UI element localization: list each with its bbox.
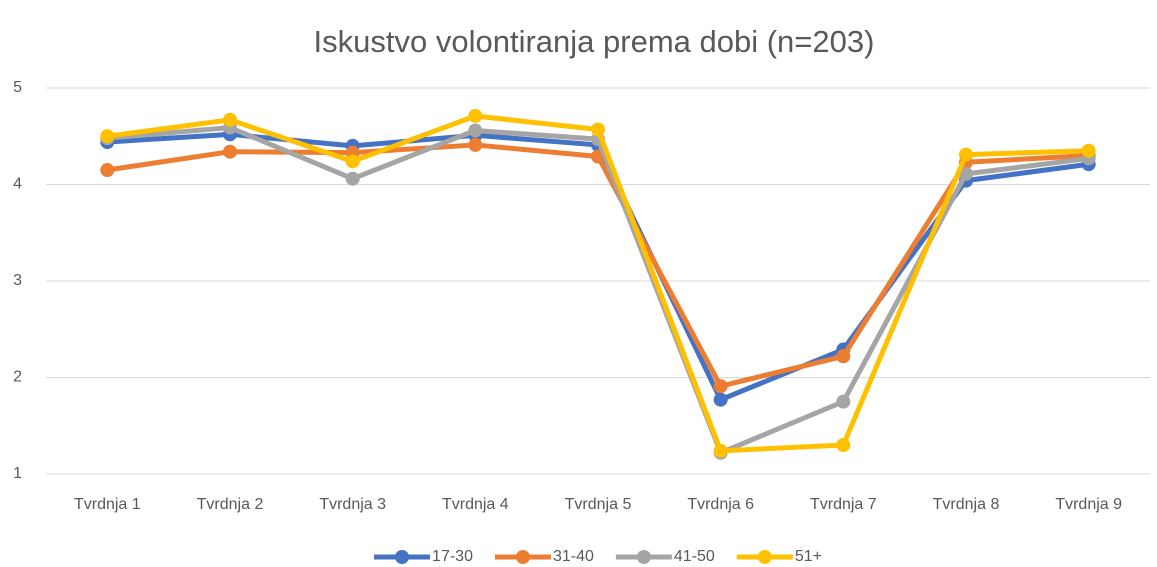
data-point	[100, 129, 115, 144]
data-point	[591, 122, 605, 137]
data-point	[713, 443, 728, 458]
data-point	[713, 379, 728, 394]
x-tick-label: Tvrdnja 2	[197, 496, 264, 513]
data-point	[345, 154, 360, 169]
data-point	[468, 108, 483, 123]
x-tick-label: Tvrdnja 1	[74, 496, 141, 513]
data-point	[345, 171, 360, 186]
data-point	[713, 392, 728, 407]
series-line	[107, 125, 1089, 456]
y-tick-label: 3	[13, 272, 22, 289]
data-point	[100, 163, 115, 178]
legend-marker	[515, 550, 530, 564]
legend-label: 31-40	[553, 548, 594, 565]
data-point	[1081, 143, 1096, 158]
data-point	[959, 166, 973, 181]
data-point	[223, 112, 237, 127]
series-line	[107, 113, 1089, 454]
data-point	[836, 394, 851, 409]
data-point	[836, 349, 851, 364]
series-line	[107, 131, 1090, 403]
x-tick-label: Tvrdnja 5	[565, 496, 632, 513]
y-tick-label: 2	[13, 369, 22, 386]
legend-label: 41-50	[674, 548, 715, 565]
series-line	[106, 142, 1089, 389]
y-tick-label: 1	[13, 465, 22, 482]
y-tick-label: 5	[13, 79, 22, 96]
legend-item: 31-40	[494, 548, 594, 565]
legend-marker	[395, 550, 410, 564]
x-tick-label: Tvrdnja 6	[687, 496, 754, 513]
legend-item: 51+	[736, 548, 822, 565]
legend-label: 17-30	[432, 548, 473, 565]
y-tick-label: 4	[13, 176, 22, 193]
legend-item: 41-50	[615, 548, 715, 565]
x-tick-label: Tvrdnja 3	[319, 496, 386, 513]
data-point	[468, 137, 483, 152]
x-tick-label: Tvrdnja 7	[810, 496, 877, 513]
data-point	[836, 438, 851, 453]
legend-marker	[636, 550, 651, 564]
chart-title: Iskustvo volontiranja prema dobi (n=203)	[314, 24, 875, 59]
legend-label: 51+	[795, 548, 822, 565]
data-point	[223, 144, 237, 159]
x-tick-label: Tvrdnja 4	[442, 496, 509, 513]
data-point	[468, 123, 483, 138]
x-tick-label: Tvrdnja 9	[1055, 496, 1122, 513]
data-point	[959, 147, 973, 162]
legend-marker	[757, 550, 772, 564]
x-tick-label: Tvrdnja 8	[933, 496, 1000, 513]
legend-item: 17-30	[374, 548, 473, 565]
